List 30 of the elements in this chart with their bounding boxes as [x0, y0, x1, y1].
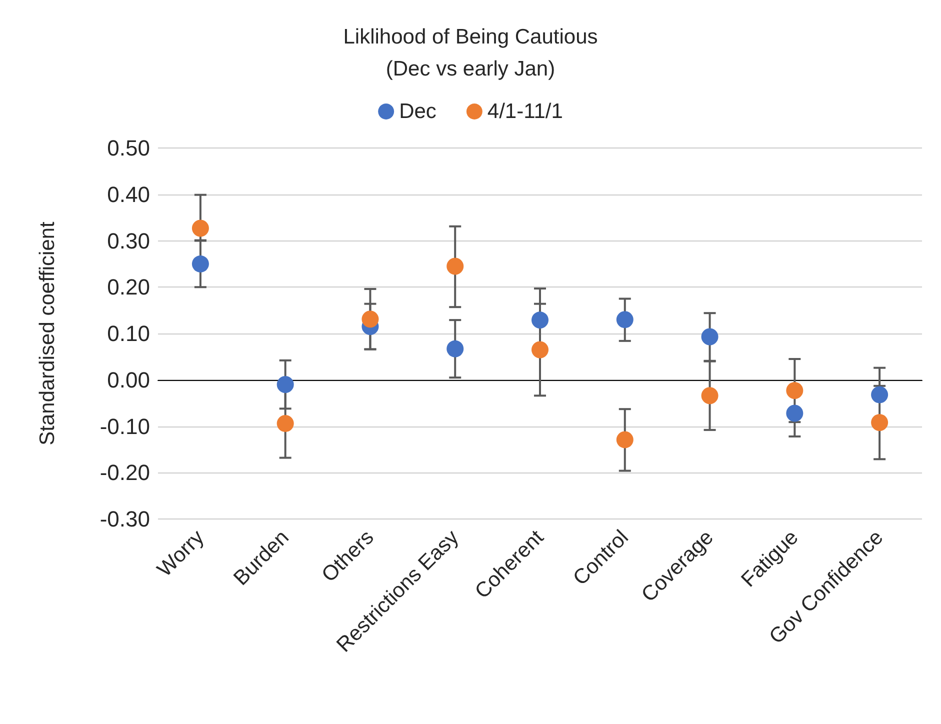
- y-tick-label: -0.20: [100, 460, 150, 486]
- point: [701, 387, 718, 404]
- point: [446, 340, 464, 358]
- point: [616, 431, 634, 448]
- y-tick-label: 0.10: [107, 321, 150, 346]
- y-tick-label: -0.30: [100, 506, 150, 532]
- y-tick-label: -0.10: [100, 414, 150, 439]
- y-tick-label: 0.20: [107, 274, 150, 300]
- y-axis-title: Standardised coefficient: [36, 221, 59, 446]
- point: [616, 311, 634, 328]
- point: [276, 376, 294, 394]
- point: [192, 220, 209, 237]
- point: [701, 328, 718, 346]
- point: [446, 258, 464, 275]
- legend-label: 4/1-11/1: [487, 100, 563, 123]
- point: [362, 310, 379, 328]
- y-tick-label: 0.00: [107, 367, 150, 392]
- y-tick-label: 0.40: [107, 182, 150, 207]
- y-tick-label: 0.50: [107, 136, 150, 160]
- legend-label: Dec: [399, 100, 436, 123]
- point: [192, 255, 209, 272]
- point: [786, 404, 804, 422]
- point: [276, 414, 294, 432]
- y-tick-label: 0.30: [107, 228, 150, 254]
- point: [871, 414, 888, 432]
- point: [786, 382, 804, 400]
- chart-title: Liklihood of Being Cautious (Dec vs early Jan): [343, 26, 598, 80]
- point: [532, 312, 548, 329]
- point: [532, 341, 548, 358]
- point: [871, 386, 888, 404]
